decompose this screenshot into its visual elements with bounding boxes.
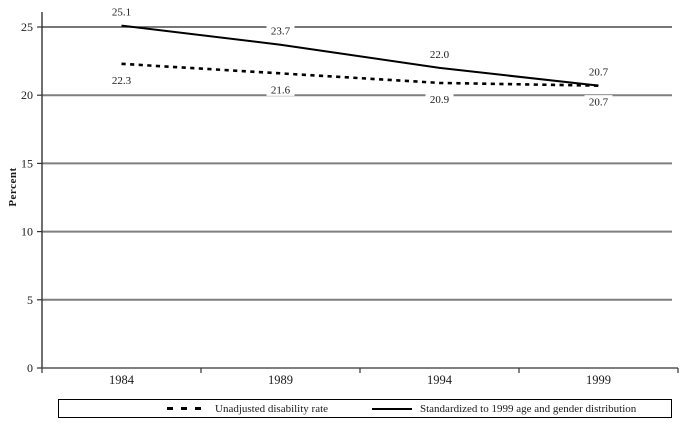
y-tick-label-20: 20 <box>21 88 33 102</box>
legend-item-standardized: Standardized to 1999 age and gender dist… <box>372 400 636 417</box>
data-label-bg-1-1 <box>266 24 295 38</box>
series-line-1-solid <box>121 24 599 87</box>
x-tick-label-1999: 1999 <box>586 373 611 387</box>
x-tick-label-1989: 1989 <box>268 373 293 387</box>
data-label-1-3: 20.7 <box>589 67 609 79</box>
data-label-bg-1-3 <box>584 65 613 79</box>
series-line-0-dashed <box>121 62 599 87</box>
data-label-1-2: 22.0 <box>430 49 450 61</box>
data-label-bg-0-1 <box>266 82 295 96</box>
data-label-bg-0-3 <box>584 95 613 109</box>
legend-label-standardized: Standardized to 1999 age and gender dist… <box>420 402 637 415</box>
solid-line-sample-icon <box>372 407 412 410</box>
legend-box: Unadjusted disability rate Standardized … <box>58 399 672 418</box>
data-label-0-2: 20.9 <box>430 94 450 106</box>
data-label-bg-0-2 <box>425 92 454 106</box>
data-label-1-1: 23.7 <box>271 26 291 38</box>
legend-label-unadjusted: Unadjusted disability rate <box>215 402 329 415</box>
data-label-bg-1-0 <box>107 5 136 19</box>
data-label-0-1: 21.6 <box>271 84 291 96</box>
data-label-0-3: 20.7 <box>589 97 609 109</box>
y-tick-label-5: 5 <box>27 293 33 307</box>
x-tick-label-1984: 1984 <box>109 373 135 387</box>
data-label-bg-0-0 <box>107 73 136 87</box>
data-label-1-0: 25.1 <box>112 7 131 19</box>
data-label-0-0: 22.3 <box>112 75 132 87</box>
y-axis-title: Percent <box>7 167 19 207</box>
y-tick-label-25: 25 <box>21 20 33 34</box>
legend-item-unadjusted: Unadjusted disability rate <box>167 400 328 417</box>
x-tick-label-1994: 1994 <box>427 373 453 387</box>
y-tick-label-10: 10 <box>21 225 33 239</box>
y-tick-label-15: 15 <box>21 156 33 170</box>
data-label-bg-1-2 <box>425 47 454 61</box>
dashed-line-sample-icon <box>167 407 207 410</box>
y-tick-label-0: 0 <box>27 361 33 375</box>
